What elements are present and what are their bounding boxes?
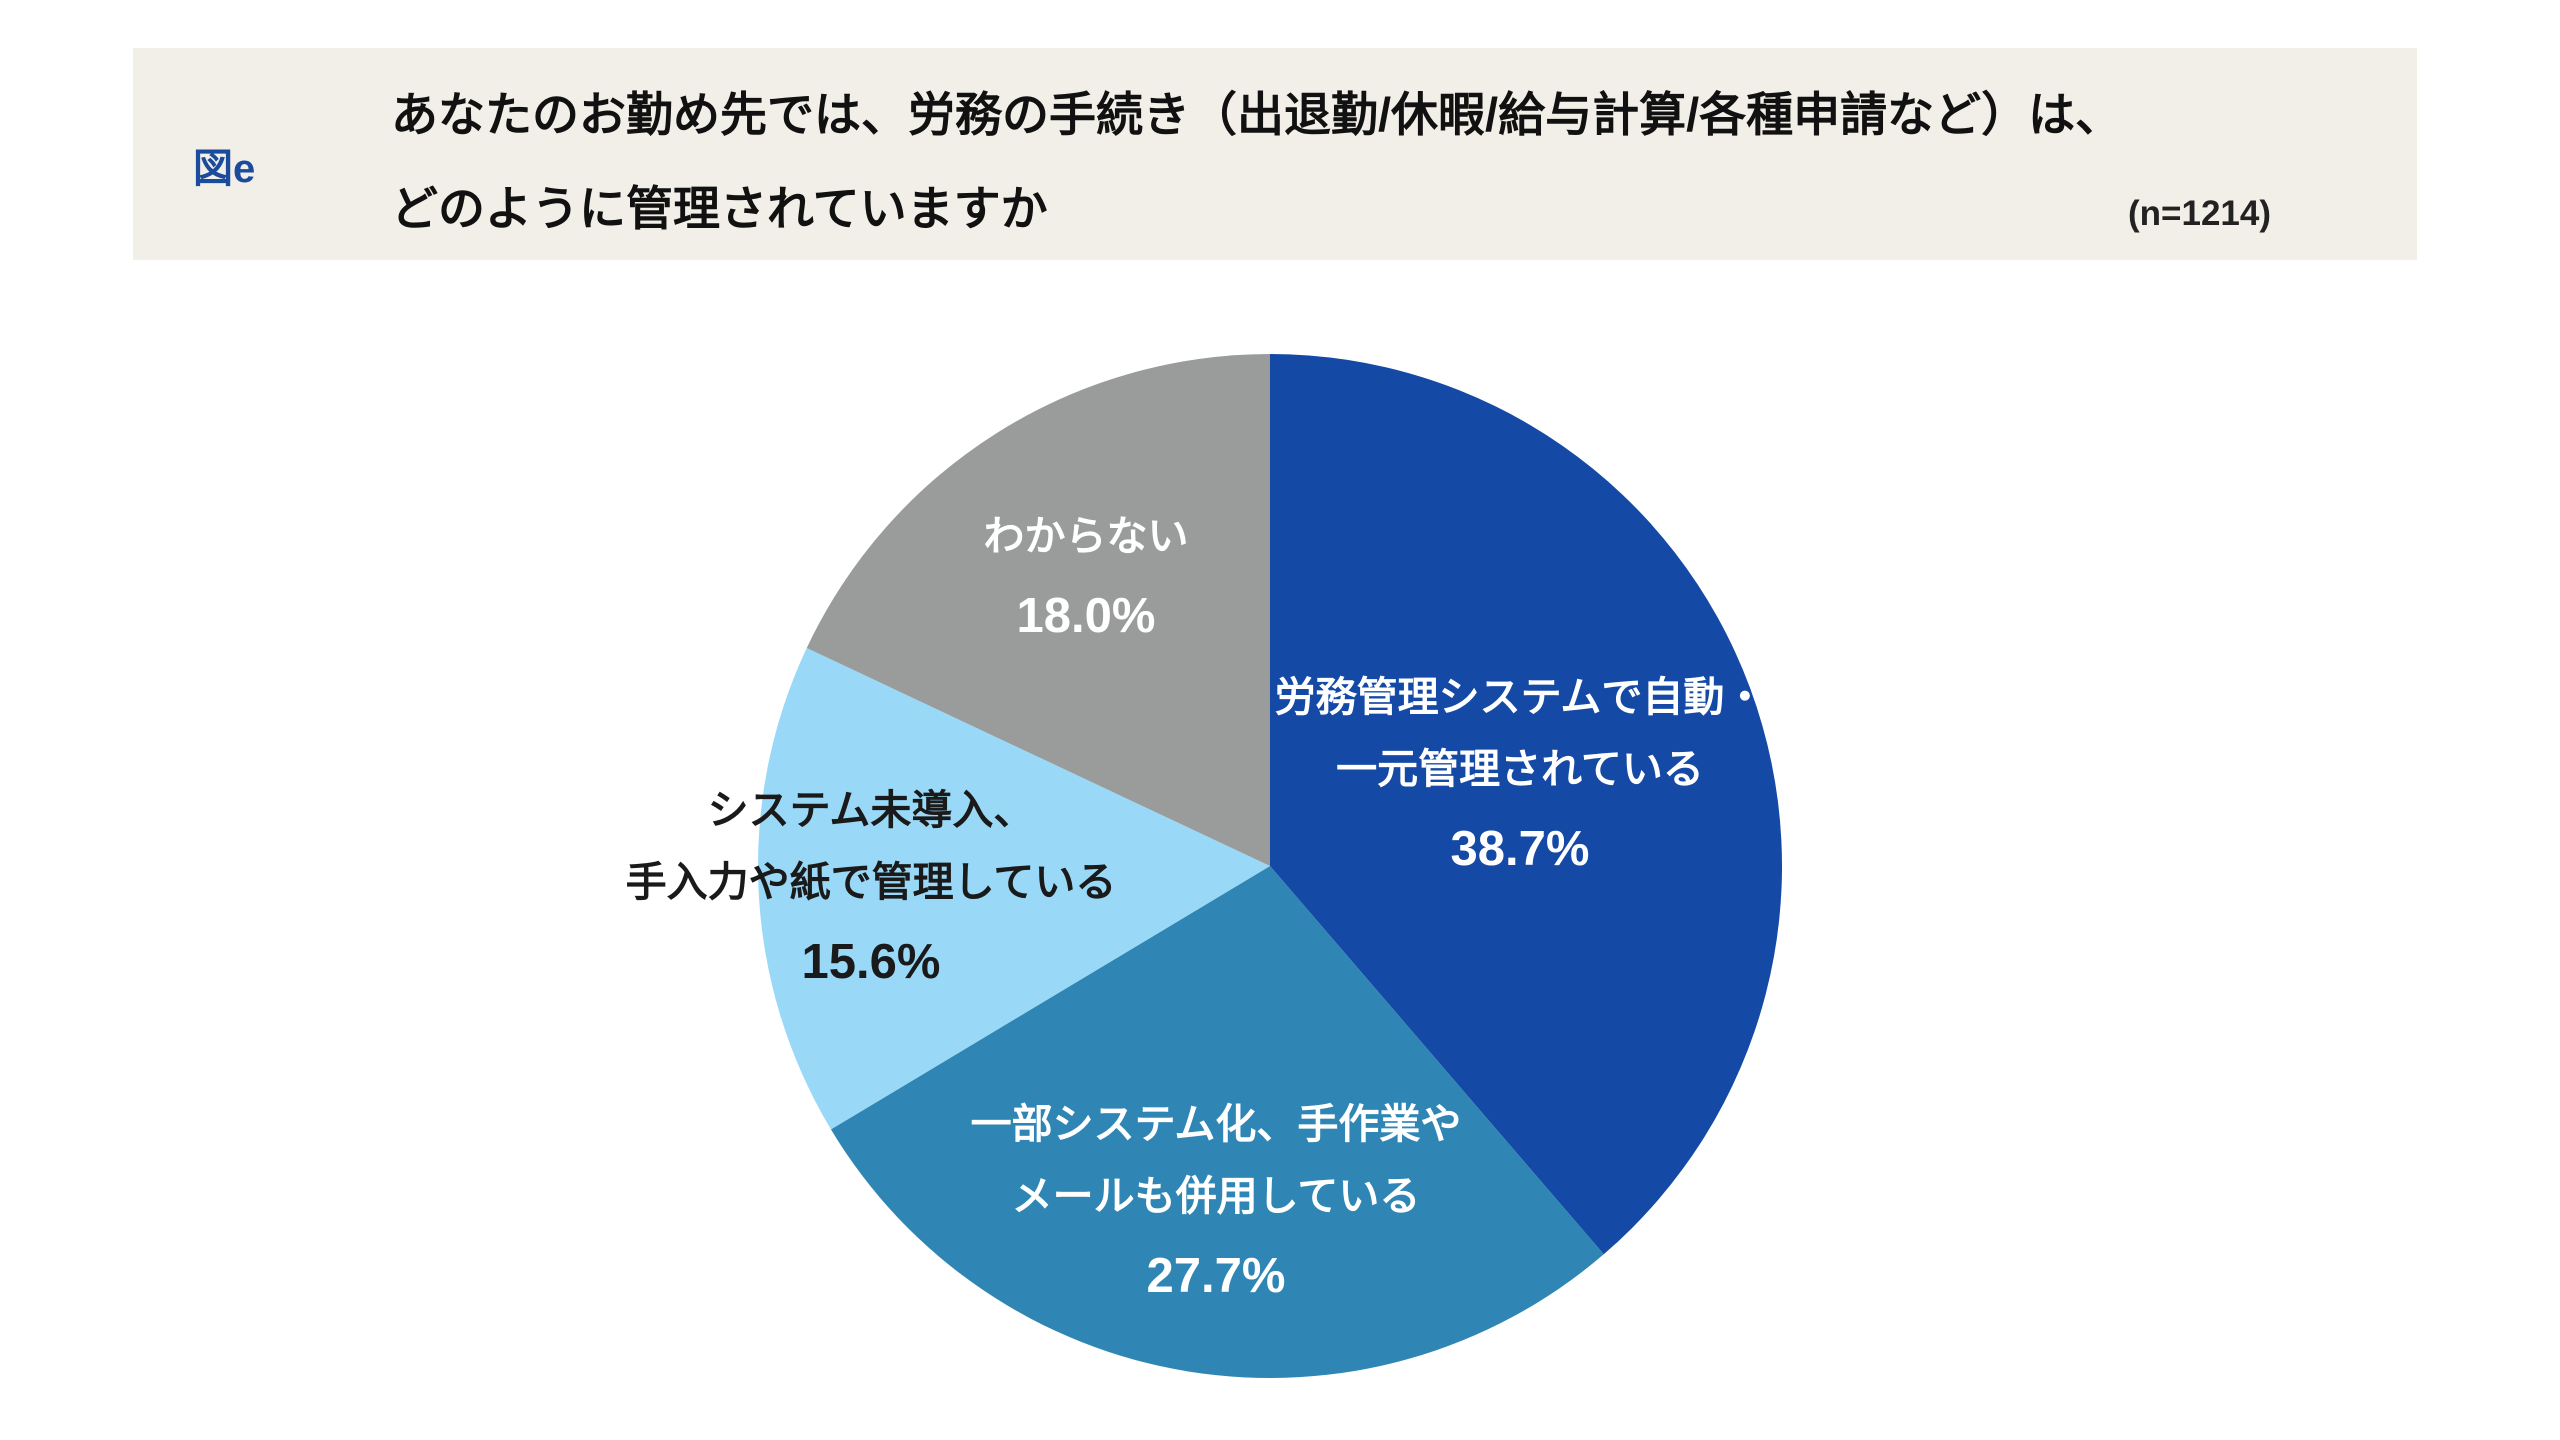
slice-label-text: わからない [983,513,1189,559]
pie-slice-label-0: 労務管理システムで自動・ 一元管理されている 38.7% [1275,661,1766,885]
question-title: あなたのお勤め先では、労務の手続き（出退勤/休暇/給与計算/各種申請など）は、 … [391,68,2122,256]
pie-slice-label-3: わからない 18.0% [984,500,1189,652]
pie-slice-3 [806,354,1270,866]
pie-chart-svg [758,354,1782,1378]
sample-size: (n=1214) [2128,194,2271,233]
slice-label-text: 一部システム化、手作業や [970,1101,1462,1147]
slice-label-text: 一元管理されている [1336,746,1704,792]
slice-percent: 18.0% [1016,589,1156,643]
pie-slice-2 [758,648,1270,1130]
pie-slice-label-1: 一部システム化、手作業や メールも併用している 27.7% [971,1088,1462,1312]
slice-percent: 38.7% [1450,822,1590,876]
slice-percent: 27.7% [1146,1249,1286,1303]
slice-percent: 15.6% [801,935,941,989]
question-header: 図e あなたのお勤め先では、労務の手続き（出退勤/休暇/給与計算/各種申請など）… [133,48,2417,260]
pie-slice-label-2: システム未導入、手入力や紙で管理している 15.6% [626,774,1117,998]
slice-label-text: 労務管理システムで自動・ [1274,674,1766,720]
slice-label-text: システム未導入、 [707,787,1035,833]
pie-slice-1 [830,866,1604,1378]
slice-label-text: 手入力や紙で管理している [625,859,1117,905]
question-title-line1: あなたのお勤め先では、労務の手続き（出退勤/休暇/給与計算/各種申請など）は、 [391,88,2123,141]
figure-label: 図e [193,147,256,191]
question-title-line2: どのように管理されていますか [391,182,1048,235]
slice-label-text: メールも併用している [1011,1173,1421,1219]
pie-slice-0 [1270,354,1782,1255]
